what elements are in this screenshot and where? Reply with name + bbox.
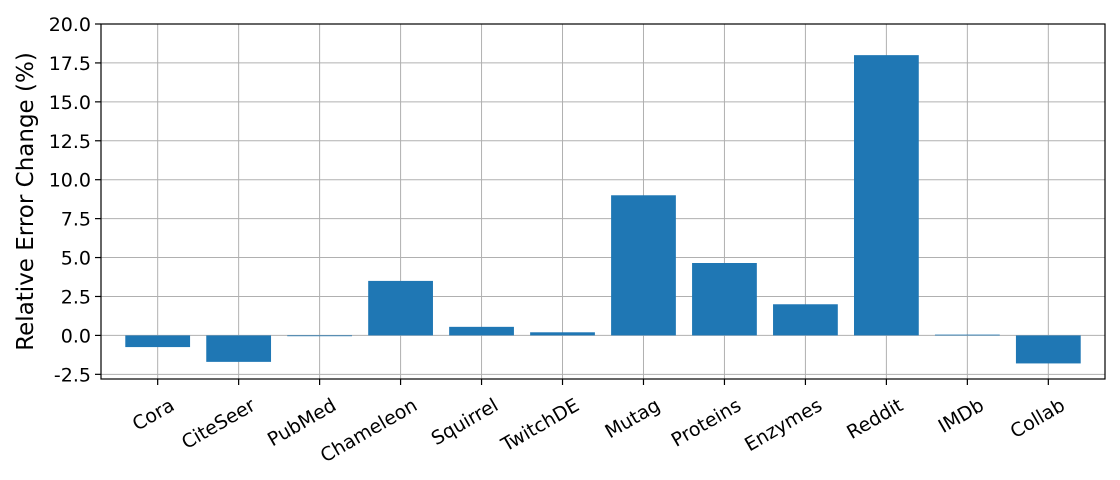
plot-frame bbox=[100, 23, 1106, 380]
bar-squirrel bbox=[449, 326, 514, 336]
bar-twitchde bbox=[530, 332, 595, 336]
bar-citeseer bbox=[206, 335, 272, 362]
bar-mutag bbox=[611, 195, 676, 336]
bar-cora bbox=[125, 335, 191, 348]
x-tick-label: Squirrel bbox=[428, 394, 502, 450]
x-tick-label: Collab bbox=[1007, 394, 1069, 443]
x-tick-label: Cora bbox=[129, 394, 178, 435]
x-tick-label: CiteSeer bbox=[178, 394, 259, 454]
bar-pubmed bbox=[287, 335, 352, 337]
x-tick-label: Proteins bbox=[668, 394, 745, 451]
y-tick-label: 17.5 bbox=[49, 53, 91, 75]
bar-reddit bbox=[854, 55, 919, 336]
bar-chameleon bbox=[368, 280, 433, 336]
y-tick-label: 12.5 bbox=[49, 131, 91, 153]
bar-collab bbox=[1015, 335, 1081, 364]
x-tick-label: IMDb bbox=[935, 394, 988, 437]
y-tick-label: 20.0 bbox=[49, 14, 91, 36]
bar-enzymes bbox=[773, 304, 838, 336]
x-tick-label: Enzymes bbox=[741, 394, 826, 456]
bar-proteins bbox=[692, 263, 757, 336]
bar-imdb bbox=[934, 334, 1000, 336]
y-tick-label: 7.5 bbox=[61, 209, 91, 231]
y-axis: -2.5 0.0 2.5 5.0 7.5 10.0 12.5 15.0 17.5 20.0 bbox=[49, 14, 101, 386]
bars-layer bbox=[125, 55, 1081, 364]
y-tick-label: 15.0 bbox=[49, 92, 91, 114]
x-tick-label: Mutag bbox=[601, 394, 664, 443]
y-tick-label: -2.5 bbox=[54, 364, 91, 386]
y-tick-label: 10.0 bbox=[49, 170, 91, 192]
grid-layer bbox=[101, 23, 1105, 379]
y-axis-label: Relative Error Change (%) bbox=[13, 52, 39, 351]
y-tick-label: 2.5 bbox=[61, 286, 91, 308]
y-tick-label: 5.0 bbox=[61, 248, 91, 270]
x-tick-label: Reddit bbox=[843, 394, 907, 443]
y-tick-label: 0.0 bbox=[61, 325, 91, 347]
x-tick-label: TwitchDE bbox=[497, 394, 583, 456]
